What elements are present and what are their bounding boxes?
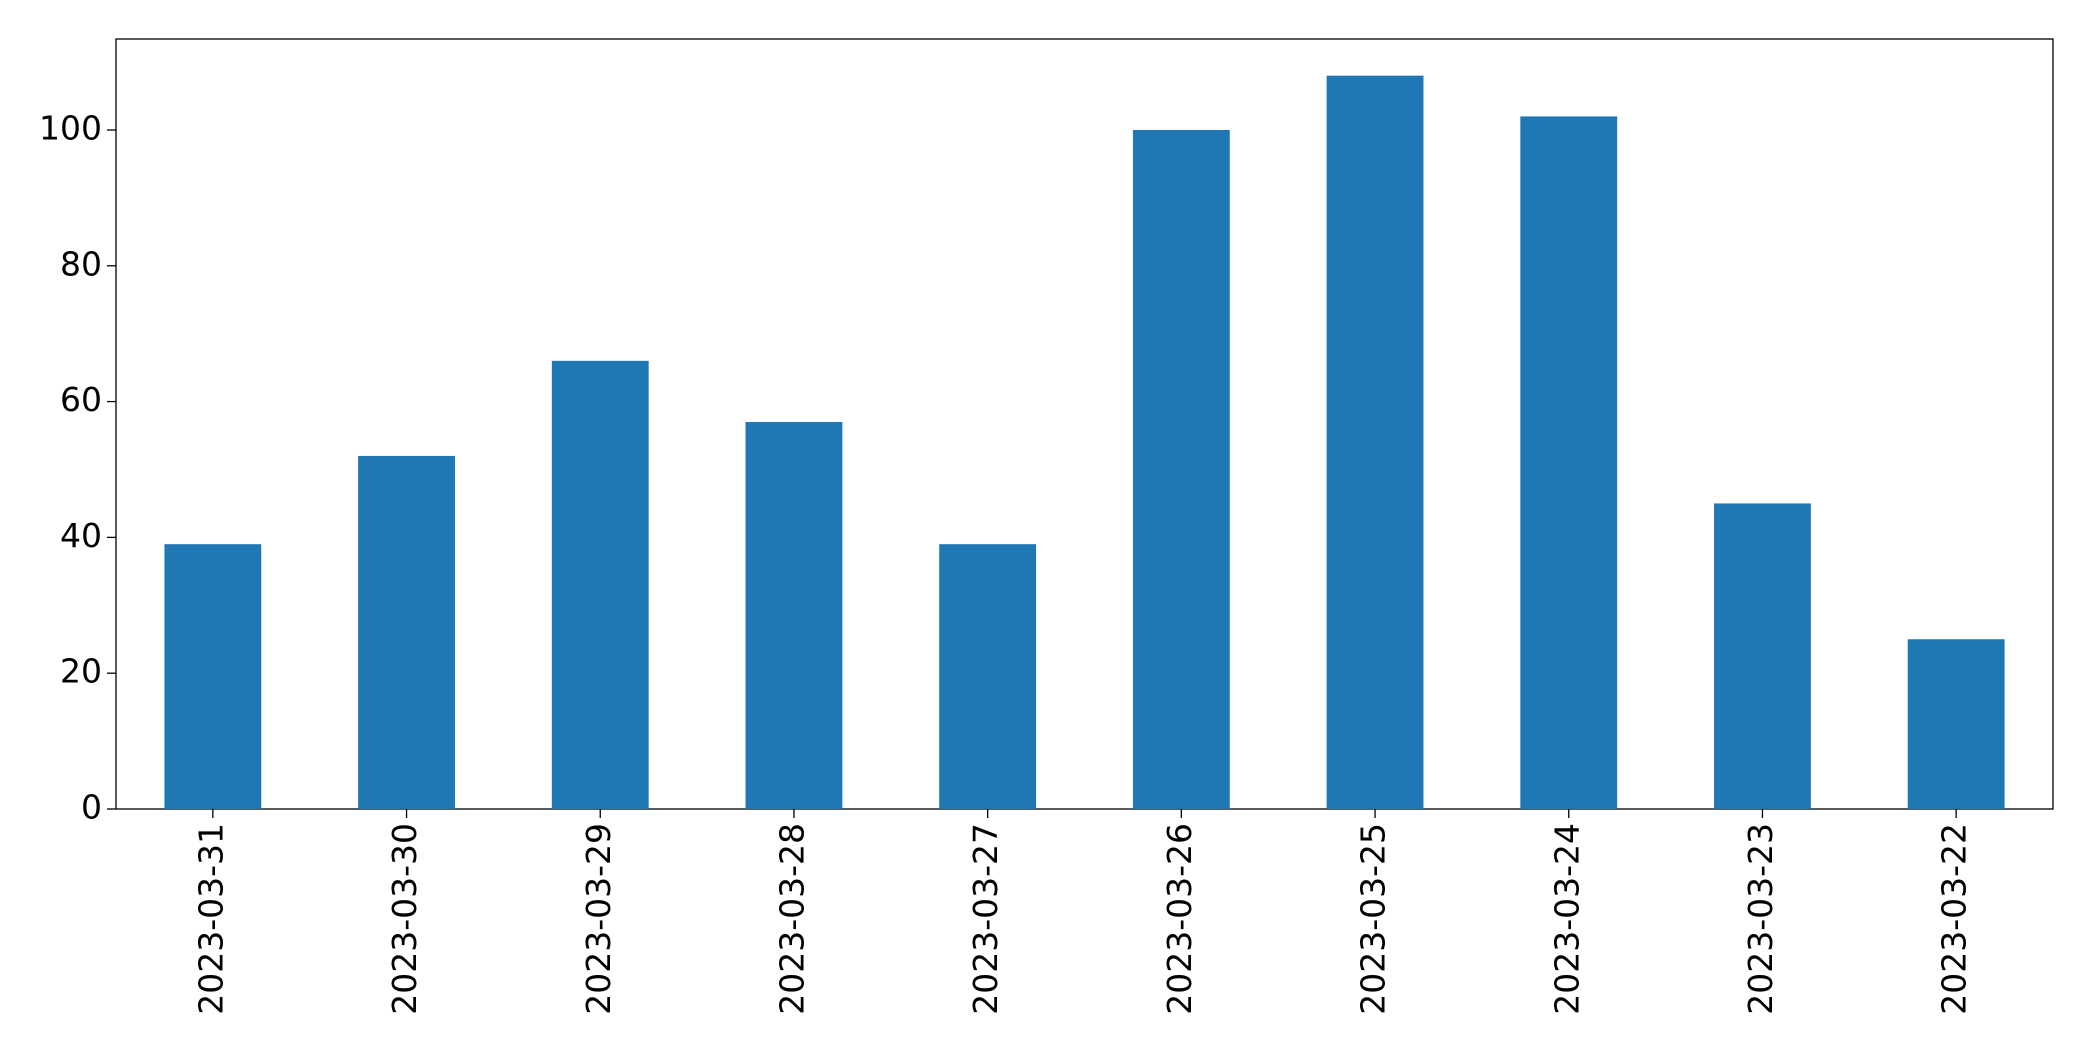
x-tick-label: 2023-03-26: [1160, 823, 1199, 1015]
bar: [1714, 503, 1811, 809]
bar: [745, 421, 843, 809]
bar: [939, 544, 1037, 809]
x-tick-label: 2023-03-25: [1354, 823, 1393, 1015]
y-tick-label: 60: [60, 380, 102, 419]
bar: [1326, 75, 1424, 809]
bar: [551, 360, 649, 809]
x-tick-label: 2023-03-23: [1741, 823, 1780, 1015]
x-tick-label: 2023-03-28: [772, 823, 811, 1015]
y-tick-label: 0: [81, 788, 102, 827]
x-tick-label: 2023-03-22: [1935, 823, 1974, 1015]
bar: [1520, 116, 1618, 809]
y-tick-label: 20: [60, 652, 102, 691]
y-tick-label: 40: [60, 516, 102, 555]
y-tick-label: 80: [60, 244, 102, 283]
bar: [358, 455, 455, 809]
x-tick-label: 2023-03-24: [1547, 823, 1586, 1015]
bar: [1132, 129, 1230, 809]
x-tick-label: 2023-03-27: [966, 823, 1005, 1015]
x-tick-label: 2023-03-31: [191, 823, 230, 1015]
x-tick-label: 2023-03-30: [385, 823, 424, 1015]
x-tick-label: 2023-03-29: [579, 823, 618, 1015]
y-tick-label: 100: [39, 108, 102, 147]
plot-frame: [115, 38, 2054, 810]
bar: [1907, 639, 2005, 809]
bar: [164, 544, 262, 809]
